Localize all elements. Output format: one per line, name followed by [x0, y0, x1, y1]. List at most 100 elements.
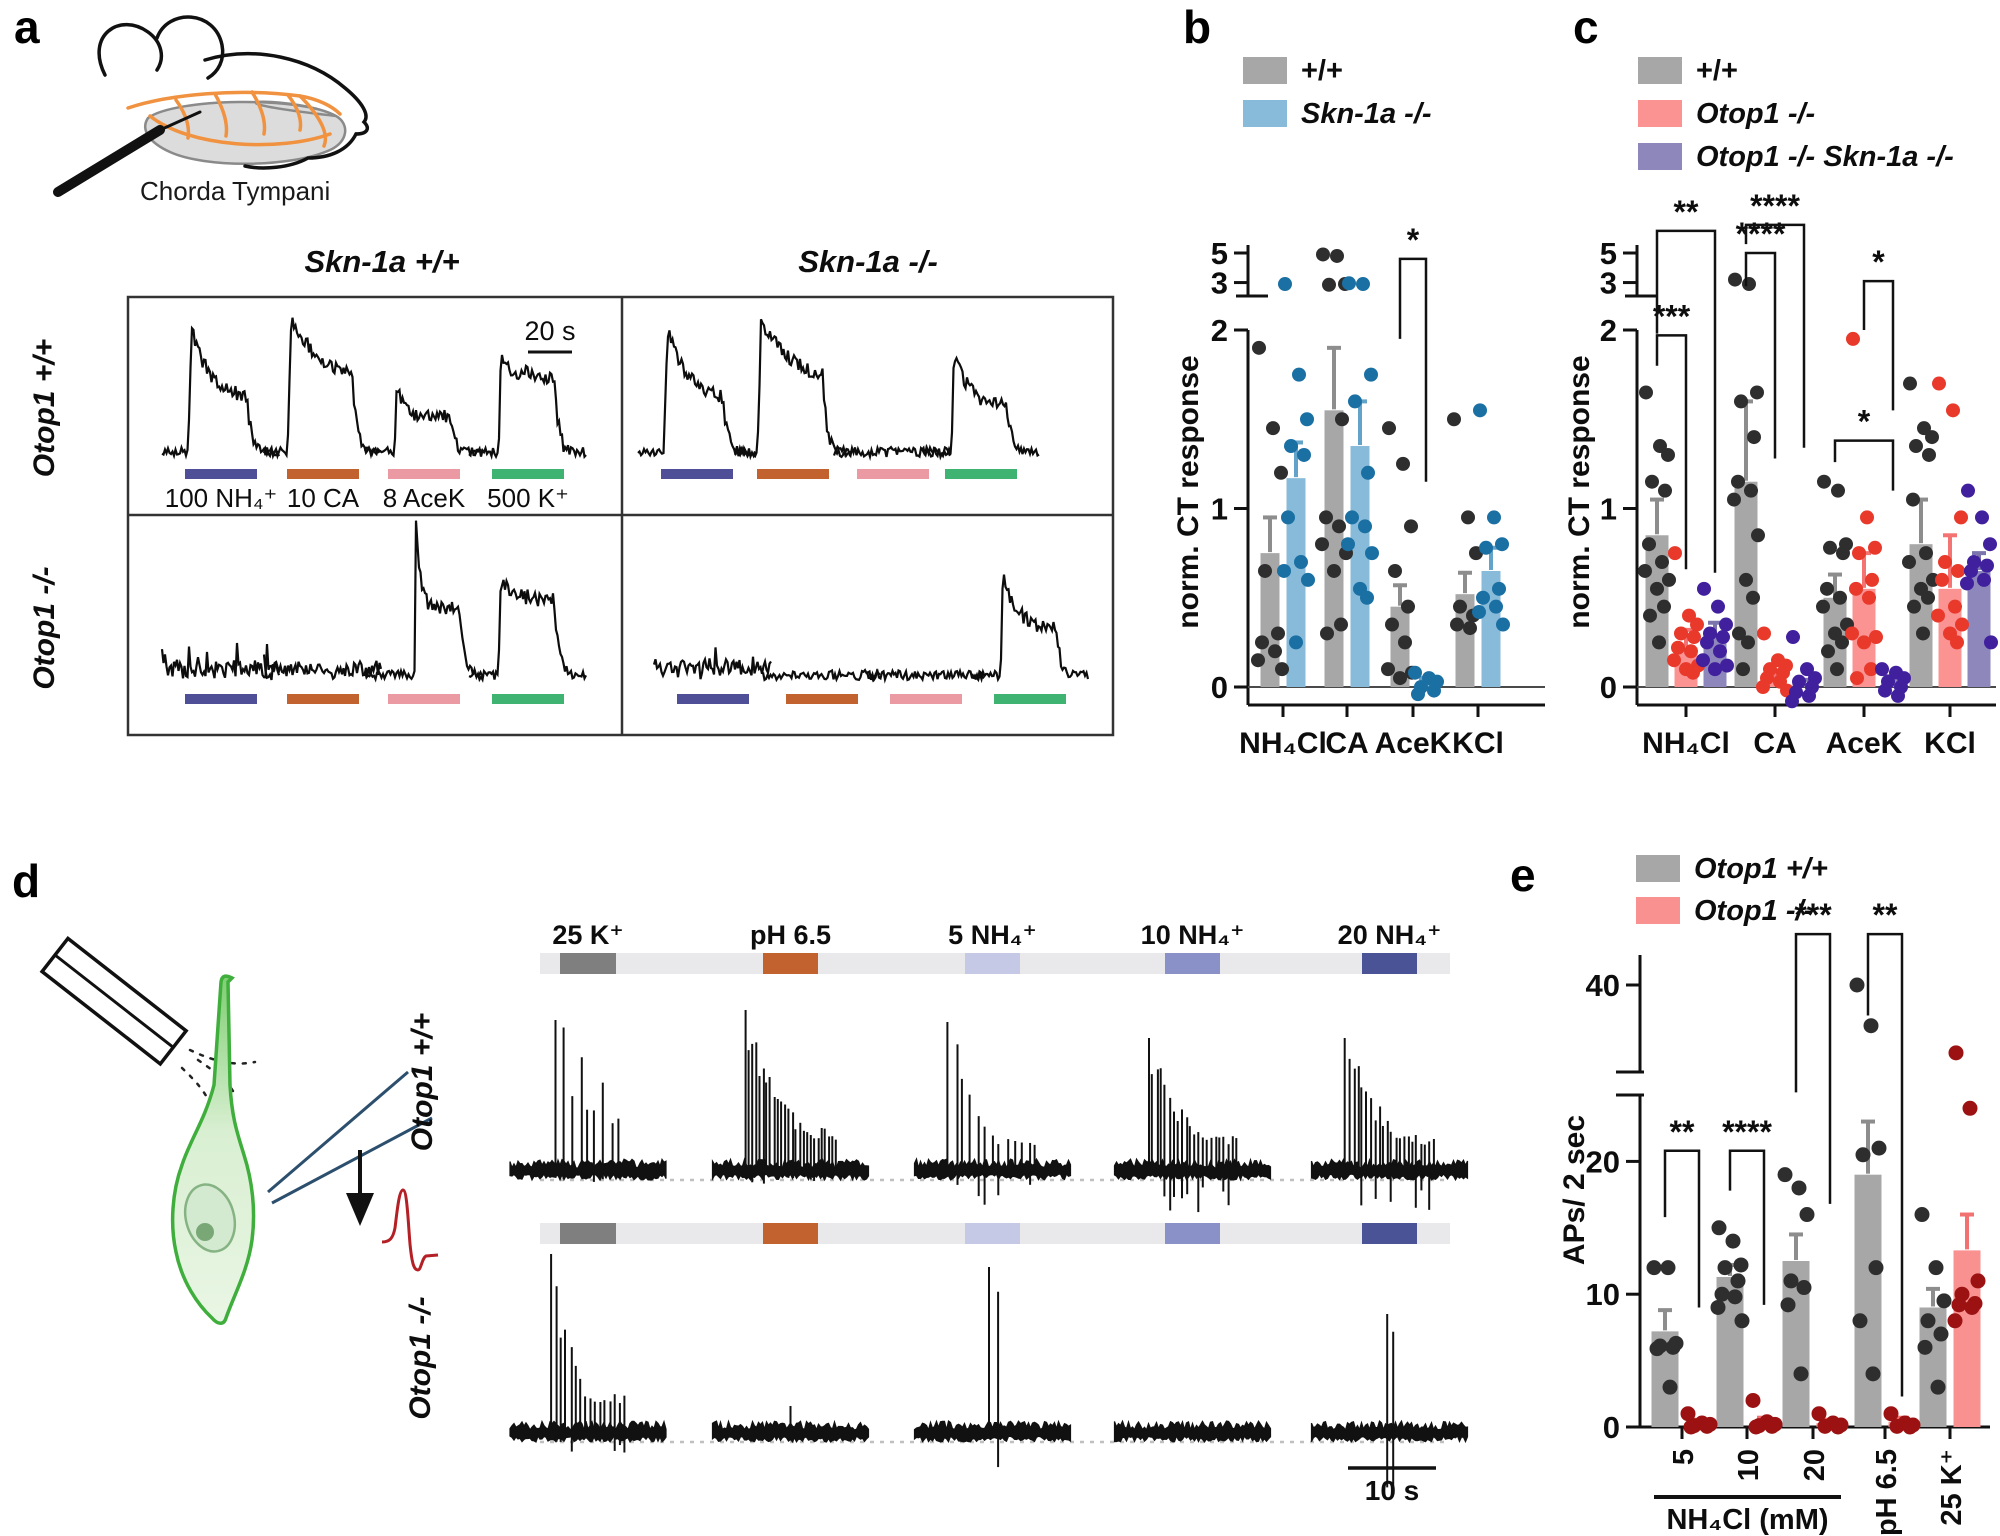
col-title-skn1a-wt: Skn-1a +/+ [304, 244, 459, 279]
data-point [1358, 519, 1372, 534]
data-point [1878, 683, 1892, 698]
data-point [1871, 1140, 1887, 1156]
sig-bracket [1655, 229, 1717, 573]
legend-swatch [1636, 897, 1680, 924]
data-point [1320, 626, 1334, 641]
recording-probe-tip [158, 110, 202, 132]
data-point [1396, 456, 1410, 471]
stimulus-segment [1165, 953, 1220, 974]
data-point [1653, 439, 1667, 454]
data-point [1711, 1220, 1727, 1236]
y-tick-label: 5 [1600, 236, 1617, 271]
category-label: KCl [1924, 727, 1976, 760]
data-point [1687, 630, 1701, 645]
data-point [1984, 635, 1998, 650]
data-point [1836, 546, 1850, 561]
data-point [1916, 626, 1930, 641]
mouse-ear-right [155, 15, 225, 80]
y-axis-title: norm. CT response [1172, 355, 1205, 628]
data-point [1751, 528, 1765, 543]
down-arrow-head [346, 1193, 374, 1226]
data-point [1714, 1286, 1730, 1302]
d-stimulus-label: 20 NH₄⁺ [1338, 920, 1442, 950]
data-point [1736, 662, 1750, 677]
data-point [1251, 653, 1265, 668]
data-point [1686, 665, 1700, 680]
category-label: 20 [1799, 1449, 1831, 1481]
data-point [1777, 1167, 1793, 1183]
data-point [1281, 510, 1295, 525]
data-point [1928, 1260, 1944, 1276]
data-point [1961, 483, 1975, 498]
data-point [1341, 537, 1355, 552]
data-point [1489, 599, 1503, 614]
data-point [1947, 1313, 1963, 1329]
data-point [1950, 635, 1964, 650]
sig-label: **** [1750, 188, 1800, 224]
stimulus-segment [560, 1223, 616, 1244]
data-point [1921, 590, 1935, 605]
data-point [1268, 644, 1282, 659]
data-point [1649, 1341, 1665, 1357]
data-point [1725, 1233, 1741, 1249]
d-stimulus-label: 5 NH₄⁺ [948, 920, 1037, 950]
mouse-ear-left [97, 22, 164, 77]
data-point [1930, 1379, 1946, 1395]
data-point [1360, 590, 1374, 605]
row-title-otop1-ko: Otop1 -/- [28, 566, 61, 689]
legend-label: +/+ [1301, 55, 1343, 87]
data-point [1954, 510, 1968, 525]
data-point [1817, 1418, 1833, 1434]
legend-label: Otop1 -/- [1694, 895, 1813, 927]
data-point [1983, 537, 1997, 552]
data-point [1713, 644, 1727, 659]
stimulus-segment [763, 1223, 818, 1244]
sig-label: ** [1674, 194, 1699, 230]
d-stimulus-label: pH 6.5 [750, 920, 831, 950]
y-tick-label: 5 [1211, 236, 1228, 271]
data-point [1964, 563, 1978, 578]
category-label: NH₄Cl [1239, 727, 1327, 760]
data-point [1255, 635, 1269, 650]
data-point [1404, 519, 1418, 534]
bar [1350, 446, 1370, 687]
data-point [1864, 662, 1878, 677]
data-point [1868, 540, 1882, 555]
electrode-line-1 [267, 1070, 409, 1194]
sig-label: *** [1653, 298, 1691, 334]
category-label: KCl [1452, 727, 1504, 760]
category-label: pH 6.5 [1871, 1449, 1903, 1536]
y-axis-title: norm. CT response [1563, 355, 1596, 628]
data-point [1785, 694, 1799, 709]
tongue-shape [144, 100, 347, 165]
stimulus-label: 100 NH₄⁺ [165, 483, 278, 513]
data-point [1799, 1207, 1815, 1223]
data-point [1823, 540, 1837, 555]
data-point [1865, 1366, 1881, 1382]
data-point [1919, 546, 1933, 561]
data-point [1274, 465, 1288, 480]
data-point [1665, 1339, 1681, 1355]
legend-swatch [1638, 100, 1682, 127]
data-point [1935, 572, 1949, 587]
data-point [1792, 674, 1806, 689]
data-point [1408, 665, 1422, 680]
stimulus-segment [1362, 1223, 1417, 1244]
data-point [1970, 1273, 1986, 1289]
sig-label: ** [1670, 1114, 1695, 1150]
data-point [1667, 653, 1681, 668]
ct-trace [865, 667, 985, 684]
stimulus-bar [994, 694, 1066, 704]
ct-trace [637, 330, 757, 461]
data-point [1652, 635, 1666, 650]
stimulus-bar [287, 694, 359, 704]
bar [1854, 1174, 1882, 1427]
data-point [1330, 248, 1344, 263]
baseline-band [1113, 1157, 1272, 1182]
ct-trace [363, 387, 483, 460]
data-point [1741, 635, 1755, 650]
data-point [1855, 1147, 1871, 1163]
d-stimulus-label: 10 NH₄⁺ [1141, 920, 1245, 950]
data-point [1657, 599, 1671, 614]
data-point [1817, 474, 1831, 489]
